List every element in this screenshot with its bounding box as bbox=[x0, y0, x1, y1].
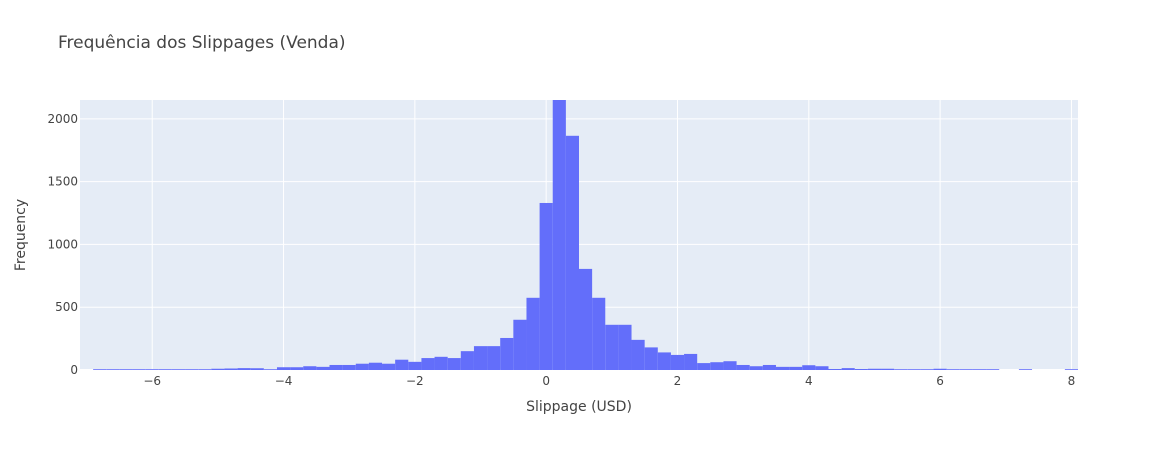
histogram-bar bbox=[802, 365, 816, 370]
x-axis-ticks: −6 −4 −2 0 2 4 6 8 bbox=[143, 374, 1075, 388]
histogram-bar bbox=[959, 369, 973, 370]
histogram-bar bbox=[473, 346, 488, 370]
histogram-bar bbox=[185, 369, 199, 370]
histogram-bar bbox=[93, 369, 107, 370]
histogram-bar bbox=[539, 202, 553, 370]
histogram-bar bbox=[920, 369, 934, 370]
x-axis-label: Slippage (USD) bbox=[526, 399, 632, 415]
histogram-bar bbox=[736, 364, 750, 370]
histogram-bar bbox=[434, 356, 448, 370]
histogram-bar bbox=[132, 369, 146, 370]
x-tick-label: 4 bbox=[805, 374, 813, 388]
histogram-bar bbox=[605, 324, 619, 370]
y-tick-label: 1500 bbox=[47, 175, 78, 189]
histogram-bar bbox=[762, 364, 776, 370]
histogram-bar bbox=[972, 369, 987, 370]
histogram-bar bbox=[447, 358, 461, 370]
histogram-bar bbox=[881, 368, 895, 370]
histogram-bar bbox=[657, 352, 671, 370]
histogram-bar bbox=[907, 369, 921, 370]
histogram-bar bbox=[1018, 369, 1033, 370]
histogram-bar bbox=[670, 354, 685, 370]
x-tick-label: 0 bbox=[542, 374, 550, 388]
histogram-bar bbox=[644, 347, 658, 370]
histogram-bar bbox=[276, 367, 291, 370]
histogram-bar bbox=[211, 368, 225, 370]
histogram-bar bbox=[290, 367, 304, 370]
histogram-bar bbox=[408, 361, 422, 370]
histogram-bar bbox=[421, 358, 435, 370]
histogram-bar bbox=[171, 369, 186, 370]
histogram-bar bbox=[263, 369, 277, 370]
histogram-bar bbox=[237, 368, 251, 370]
histogram-bar bbox=[342, 364, 356, 370]
histogram-bar bbox=[775, 366, 790, 370]
y-axis-label: Frequency bbox=[13, 199, 29, 271]
histogram-bar bbox=[710, 362, 724, 370]
x-tick-label: 8 bbox=[1068, 374, 1076, 388]
y-tick-label: 1000 bbox=[47, 237, 78, 251]
histogram-bar bbox=[395, 359, 409, 370]
histogram-bar bbox=[933, 368, 947, 370]
histogram-bar bbox=[565, 135, 579, 370]
histogram-bar bbox=[828, 368, 842, 370]
histogram-bar bbox=[684, 353, 698, 370]
histogram-bar bbox=[224, 368, 238, 370]
histogram-bar bbox=[815, 366, 829, 370]
histogram-bar bbox=[986, 369, 1000, 370]
histogram-bar bbox=[158, 369, 172, 370]
histogram-bar bbox=[500, 337, 514, 370]
histogram-bar bbox=[697, 363, 711, 370]
histogram-bar bbox=[368, 362, 383, 370]
histogram-bar bbox=[854, 368, 868, 370]
histogram-bar bbox=[106, 369, 120, 370]
histogram-bar bbox=[145, 369, 159, 370]
histogram-bar bbox=[513, 319, 527, 370]
histogram-bar bbox=[316, 366, 330, 370]
histogram-bar bbox=[329, 364, 343, 370]
x-tick-label: −4 bbox=[275, 374, 293, 388]
histogram-bars bbox=[93, 100, 1078, 370]
histogram-bar bbox=[460, 351, 474, 370]
chart-title: Frequência dos Slippages (Venda) bbox=[58, 33, 346, 53]
histogram-bar bbox=[303, 366, 317, 370]
x-tick-label: 2 bbox=[674, 374, 682, 388]
histogram-bar bbox=[487, 346, 501, 370]
histogram-bar bbox=[382, 363, 396, 370]
histogram-bar bbox=[579, 268, 593, 370]
histogram-bar bbox=[1064, 369, 1078, 370]
histogram-bar bbox=[723, 361, 737, 370]
histogram-bar bbox=[592, 297, 606, 370]
histogram-bar bbox=[552, 100, 566, 370]
y-tick-label: 0 bbox=[70, 363, 78, 377]
histogram-bar bbox=[526, 297, 540, 370]
x-tick-label: −6 bbox=[143, 374, 161, 388]
histogram-bar bbox=[119, 369, 133, 370]
histogram-bar bbox=[749, 366, 763, 370]
x-tick-label: −2 bbox=[406, 374, 424, 388]
histogram-bar bbox=[789, 366, 803, 370]
histogram-bar bbox=[355, 363, 369, 370]
histogram-bar bbox=[894, 369, 908, 370]
histogram-bar bbox=[250, 368, 264, 370]
histogram-bar bbox=[946, 369, 960, 370]
y-axis-ticks: 0 500 1000 1500 2000 bbox=[47, 112, 78, 377]
histogram-bar bbox=[631, 339, 645, 370]
histogram-bar bbox=[841, 368, 855, 370]
histogram-bar bbox=[198, 369, 212, 370]
y-tick-label: 500 bbox=[55, 300, 78, 314]
x-tick-label: 6 bbox=[936, 374, 944, 388]
histogram-bar bbox=[867, 368, 882, 370]
histogram-bar bbox=[618, 324, 632, 370]
y-tick-label: 2000 bbox=[47, 112, 78, 126]
